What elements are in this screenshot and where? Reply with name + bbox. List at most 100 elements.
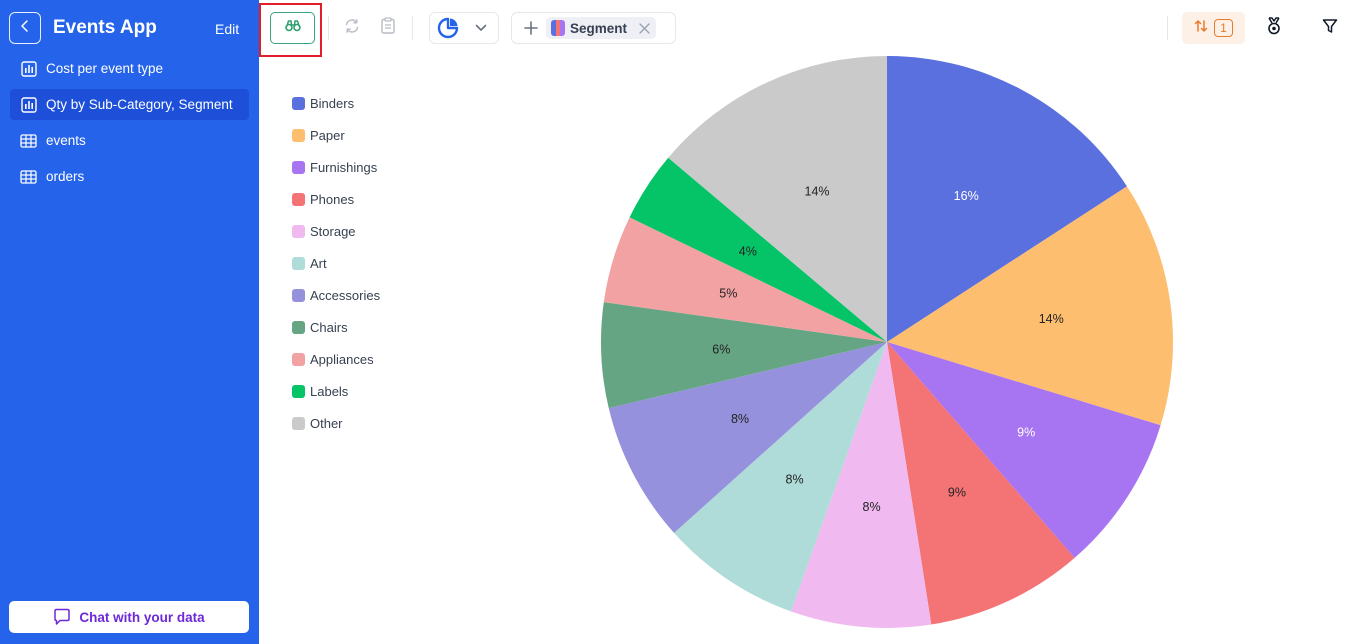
- filter-icon: [1322, 18, 1338, 39]
- legend-item[interactable]: Labels: [292, 384, 348, 399]
- pie-chart-svg: 16% 14% 9% 9% 8% 8% 8% 6% 5% 4% 14%: [601, 56, 1173, 628]
- legend-swatch: [292, 385, 305, 398]
- sidebar-item-label: events: [46, 133, 86, 148]
- toolbar: Segment 1: [259, 0, 1365, 57]
- legend-item[interactable]: Other: [292, 416, 343, 431]
- pie-slice[interactable]: [887, 342, 1161, 558]
- legend-label: Phones: [310, 192, 355, 207]
- legend-swatch: [292, 97, 305, 110]
- chart-type-select[interactable]: [429, 12, 499, 44]
- sidebar-item-label: Cost per event type: [46, 61, 164, 76]
- highlight-box: [259, 3, 322, 57]
- sidebar-item-label: Qty by Sub-Category, Segment: [46, 97, 233, 112]
- sort-count-badge: 1: [1214, 19, 1233, 37]
- legend-swatch: [292, 161, 305, 174]
- bar-chart-icon: [20, 96, 37, 113]
- slice-label: 8%: [863, 500, 881, 514]
- sidebar-item-events[interactable]: events: [10, 125, 249, 156]
- legend-label: Storage: [310, 224, 356, 239]
- edit-link[interactable]: Edit: [215, 21, 240, 37]
- chat-bubble-icon: [53, 608, 71, 626]
- legend-label: Appliances: [310, 352, 374, 367]
- table-icon: [20, 132, 37, 149]
- sidebar-item-label: orders: [46, 169, 85, 184]
- segment-chip-label: Segment: [570, 20, 628, 36]
- pie-slice[interactable]: [601, 302, 887, 409]
- refresh-button[interactable]: [341, 17, 363, 39]
- legend-item[interactable]: Paper: [292, 128, 345, 143]
- toolbar-divider: [328, 16, 329, 40]
- sidebar-item-cost-per-event-type[interactable]: Cost per event type: [10, 53, 249, 84]
- legend-label: Chairs: [310, 320, 348, 335]
- clipboard-button[interactable]: [377, 17, 399, 39]
- legend-label: Accessories: [310, 288, 381, 303]
- pie-slice[interactable]: [887, 56, 1127, 342]
- slice-label: 4%: [739, 245, 757, 259]
- legend-label: Paper: [310, 128, 345, 143]
- pie-slice[interactable]: [674, 342, 887, 612]
- legend-label: Labels: [310, 384, 349, 399]
- toolbar-divider: [1167, 16, 1168, 40]
- chevron-down-icon: [475, 24, 487, 32]
- medal-icon: [1266, 16, 1282, 40]
- explore-button[interactable]: [270, 12, 315, 44]
- legend-label: Binders: [310, 96, 355, 111]
- slice-label: 8%: [786, 473, 804, 487]
- legend-item[interactable]: Accessories: [292, 288, 380, 303]
- refresh-icon: [344, 18, 360, 39]
- toolbar-divider: [412, 16, 413, 40]
- legend-swatch: [292, 289, 305, 302]
- slice-label: 9%: [948, 485, 966, 499]
- pie-slice[interactable]: [603, 217, 887, 342]
- binoculars-icon: [284, 19, 301, 37]
- legend-item[interactable]: Chairs: [292, 320, 348, 335]
- legend-swatch: [292, 225, 305, 238]
- legend-swatch: [292, 321, 305, 334]
- legend-swatch: [292, 193, 305, 206]
- legend-item[interactable]: Binders: [292, 96, 354, 111]
- bar-chart-icon: [20, 60, 37, 77]
- legend-item[interactable]: Furnishings: [292, 160, 377, 175]
- pie-slice[interactable]: [791, 342, 932, 628]
- slice-label: 9%: [1017, 425, 1035, 439]
- legend-item[interactable]: Phones: [292, 192, 354, 207]
- sidebar-item-orders[interactable]: orders: [10, 161, 249, 192]
- pie-slice[interactable]: [629, 157, 887, 342]
- sidebar-item-qty-by-sub-category-segment[interactable]: Qty by Sub-Category, Segment: [10, 89, 249, 120]
- filter-button[interactable]: [1319, 17, 1341, 39]
- back-button[interactable]: [9, 12, 41, 44]
- pie-slice[interactable]: [887, 186, 1173, 426]
- legend-item[interactable]: Art: [292, 256, 327, 271]
- clipboard-icon: [381, 17, 395, 39]
- medal-button[interactable]: [1263, 16, 1285, 40]
- legend-swatch: [292, 129, 305, 142]
- legend-swatch: [292, 257, 305, 270]
- slice-label: 5%: [719, 287, 737, 301]
- legend-label: Art: [310, 256, 327, 271]
- table-icon: [20, 168, 37, 185]
- pie-slice[interactable]: [887, 342, 1075, 625]
- close-icon[interactable]: [639, 22, 650, 34]
- pie-chart-icon: [437, 17, 459, 39]
- slice-label: 14%: [1039, 312, 1064, 326]
- slice-label: 6%: [712, 343, 730, 357]
- legend-item[interactable]: Storage: [292, 224, 356, 239]
- app-title: Events App: [53, 17, 157, 38]
- segment-group: Segment: [511, 12, 676, 44]
- add-dimension-button[interactable]: [524, 21, 538, 35]
- legend-item[interactable]: Appliances: [292, 352, 374, 367]
- pie-chart: 16% 14% 9% 9% 8% 8% 8% 6% 5% 4% 14%: [595, 50, 1179, 634]
- chevron-left-icon: [19, 19, 31, 38]
- chat-button-label: Chat with your data: [79, 609, 205, 625]
- slice-label: 8%: [731, 412, 749, 426]
- slice-label: 16%: [954, 189, 979, 203]
- pie-slice[interactable]: [608, 342, 887, 533]
- sort-icon: [1194, 19, 1208, 38]
- legend-swatch: [292, 417, 305, 430]
- pie-slice[interactable]: [668, 56, 887, 342]
- chat-with-data-button[interactable]: Chat with your data: [9, 601, 249, 633]
- segment-chip[interactable]: Segment: [546, 17, 657, 39]
- legend-swatch: [292, 353, 305, 366]
- sort-button[interactable]: 1: [1182, 12, 1245, 44]
- sidebar: Events App Edit Cost per event type Qty …: [0, 0, 259, 644]
